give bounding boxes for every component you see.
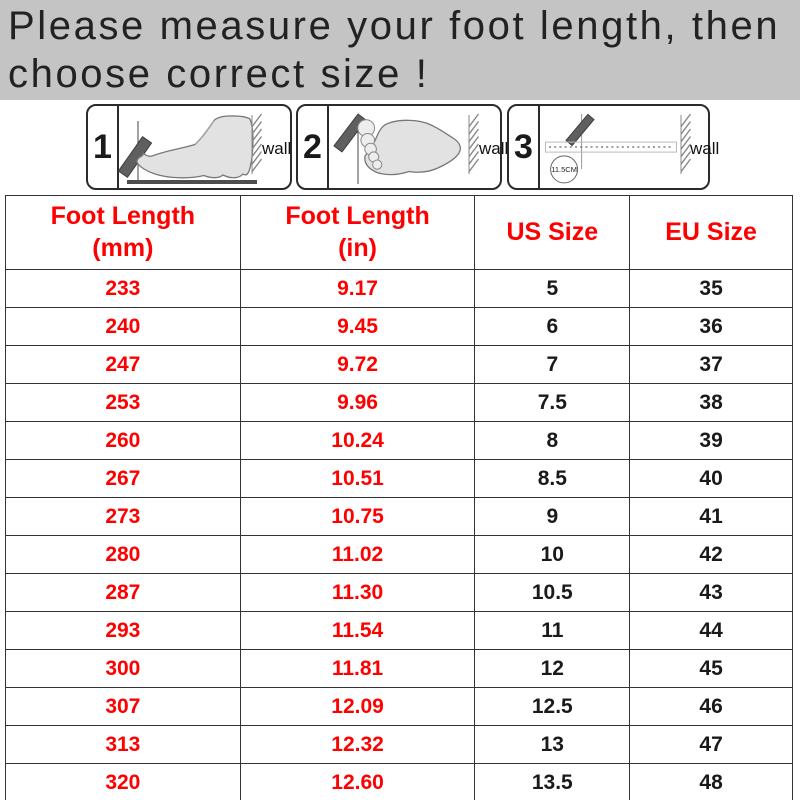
svg-text:wall: wall [261,139,291,158]
svg-text:wall: wall [478,139,508,158]
svg-text:11.5CM: 11.5CM [551,165,577,174]
svg-text:wall: wall [689,139,719,158]
